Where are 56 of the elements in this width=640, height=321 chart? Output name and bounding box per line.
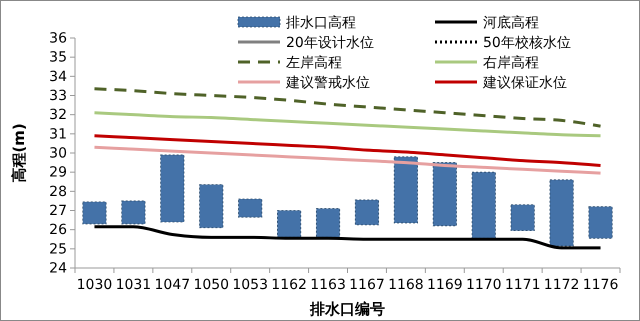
bar — [199, 184, 224, 228]
x-tick-label: 1172 — [544, 277, 580, 294]
bar — [550, 179, 574, 246]
x-tick-label: 1030 — [76, 277, 112, 294]
bar — [277, 210, 302, 238]
line-series — [92, 225, 602, 250]
bar — [316, 208, 340, 238]
y-tick-label: 33 — [49, 88, 67, 104]
x-tick-label: 1176 — [582, 277, 618, 294]
bar — [510, 204, 535, 232]
bar — [160, 154, 184, 222]
x-tick-label: 1170 — [466, 277, 502, 294]
x-tick-label: 1050 — [193, 277, 230, 294]
y-tick-label: 24 — [49, 260, 68, 276]
x-tick-label: 1053 — [232, 277, 268, 294]
legend-label: 排水口高程 — [286, 14, 356, 31]
bar — [394, 156, 418, 224]
x-tick-label: 1167 — [349, 277, 385, 294]
y-tick-label: 32 — [49, 107, 67, 124]
y-tick-label: 28 — [49, 184, 67, 200]
y-tick-label: 34 — [49, 68, 68, 85]
y-axis-title: 高程(m) — [10, 123, 28, 183]
y-tick-label: 30 — [49, 145, 67, 162]
y-tick-label: 31 — [49, 126, 67, 142]
bar — [121, 200, 146, 224]
bar — [238, 198, 262, 218]
x-tick-label: 1171 — [504, 277, 540, 294]
bar — [354, 200, 380, 226]
x-tick-label: 1162 — [271, 277, 307, 294]
legend-label: 20年设计水位 — [286, 34, 374, 51]
line-series — [92, 146, 602, 175]
x-tick-label: 1031 — [116, 277, 152, 294]
legend-label: 建议警戒水位 — [285, 74, 370, 91]
y-tick-label: 25 — [49, 241, 67, 258]
x-axis-title: 排水口编号 — [309, 300, 385, 318]
x-tick-label: 1168 — [388, 277, 424, 294]
legend-label: 建议保证水位 — [482, 74, 567, 91]
legend-label: 河底高程 — [483, 14, 539, 31]
x-tick-label: 1169 — [427, 277, 463, 294]
y-tick-label: 35 — [49, 50, 67, 66]
line-series — [92, 134, 602, 167]
y-tick-label: 36 — [49, 30, 68, 46]
bar — [82, 201, 107, 224]
bar — [432, 162, 457, 226]
x-tick-label: 1163 — [310, 277, 346, 294]
line-series — [92, 111, 602, 138]
legend-label: 左岸高程 — [286, 54, 342, 71]
x-tick-label: 1047 — [154, 277, 190, 294]
y-tick-label: 26 — [49, 222, 68, 238]
bar — [588, 206, 613, 239]
legend-label: 右岸高程 — [483, 54, 539, 71]
y-tick-label: 29 — [49, 164, 67, 181]
legend-label: 50年校核水位 — [483, 34, 571, 51]
line-series — [92, 87, 602, 128]
bar — [472, 172, 496, 239]
y-tick-label: 27 — [49, 202, 67, 219]
